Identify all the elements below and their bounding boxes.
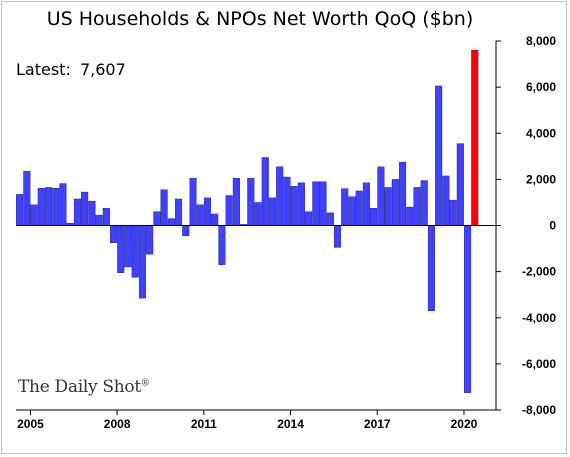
bar (44, 187, 53, 226)
bar (182, 225, 190, 237)
y-tick-label: 8,000 (526, 34, 556, 48)
bar (399, 161, 407, 226)
bar (384, 187, 392, 226)
bar (355, 190, 363, 226)
y-tick-label: -6,000 (522, 357, 556, 371)
bar (435, 85, 443, 226)
bar (261, 157, 269, 226)
bar (153, 211, 161, 226)
bar (276, 166, 284, 226)
bar (326, 212, 334, 226)
bar (247, 178, 255, 226)
bar (73, 198, 81, 226)
bar (268, 197, 277, 226)
latest-bar (471, 49, 479, 226)
bar (449, 199, 457, 226)
y-tick-label: 6,000 (526, 80, 556, 94)
bar (81, 191, 89, 226)
latest-label: Latest: (16, 60, 71, 79)
y-tick-label: 4,000 (526, 126, 556, 140)
bar (406, 206, 414, 226)
bar (124, 225, 132, 268)
bar (283, 176, 291, 226)
bar (117, 225, 125, 273)
x-tick-label: 2020 (451, 417, 478, 431)
bar (218, 225, 226, 265)
x-tick-label: 2011 (191, 417, 217, 431)
bar (427, 225, 435, 312)
bar (225, 195, 233, 226)
bar (319, 181, 327, 226)
x-tick-label: 2017 (364, 417, 391, 431)
x-tick-label: 2008 (104, 417, 131, 431)
bar (370, 207, 378, 226)
x-tick-label: 2014 (277, 417, 304, 431)
bar (413, 187, 421, 226)
bar (175, 198, 183, 226)
bar (290, 186, 298, 226)
y-tick-label: -8,000 (522, 403, 556, 417)
bar (88, 201, 96, 226)
bar (189, 178, 197, 226)
registered-mark: ® (140, 378, 150, 389)
bar (341, 188, 349, 226)
brand-name: The Daily Shot (18, 377, 141, 397)
bar (59, 183, 67, 226)
bar (312, 181, 320, 226)
bar (146, 225, 154, 255)
chart-title: US Households & NPOs Net Worth QoQ ($bn) (46, 8, 474, 30)
bar (211, 213, 219, 226)
bar (254, 202, 262, 226)
bar (16, 194, 24, 226)
bar (203, 197, 211, 226)
bar (138, 225, 146, 299)
bar (305, 211, 313, 226)
y-tick-label: 0 (549, 219, 556, 233)
y-tick-label: -4,000 (522, 311, 556, 325)
bar (297, 182, 305, 226)
bar (30, 204, 38, 226)
x-tick-label: 2005 (17, 417, 44, 431)
bar (37, 187, 45, 226)
y-tick-label: -2,000 (522, 265, 556, 279)
bar (333, 225, 342, 248)
bar (362, 182, 370, 226)
bar (95, 214, 103, 226)
bar (23, 171, 31, 226)
latest-annotation: Latest: 7,607 (12, 60, 126, 79)
brand-watermark: The Daily Shot® (18, 377, 150, 397)
bar (102, 207, 110, 226)
bar (110, 225, 118, 243)
bar (232, 178, 240, 226)
y-tick-label: 2,000 (526, 172, 556, 186)
bar (420, 180, 428, 226)
latest-value: 7,607 (79, 60, 126, 79)
bar (391, 179, 399, 226)
bar (196, 204, 204, 226)
bar (160, 189, 168, 226)
bar (377, 166, 385, 226)
bar (52, 187, 60, 226)
bar (442, 175, 450, 226)
bar (348, 196, 356, 226)
bar (131, 225, 139, 278)
bar (456, 143, 464, 226)
bar (464, 225, 472, 393)
bar (167, 218, 175, 226)
